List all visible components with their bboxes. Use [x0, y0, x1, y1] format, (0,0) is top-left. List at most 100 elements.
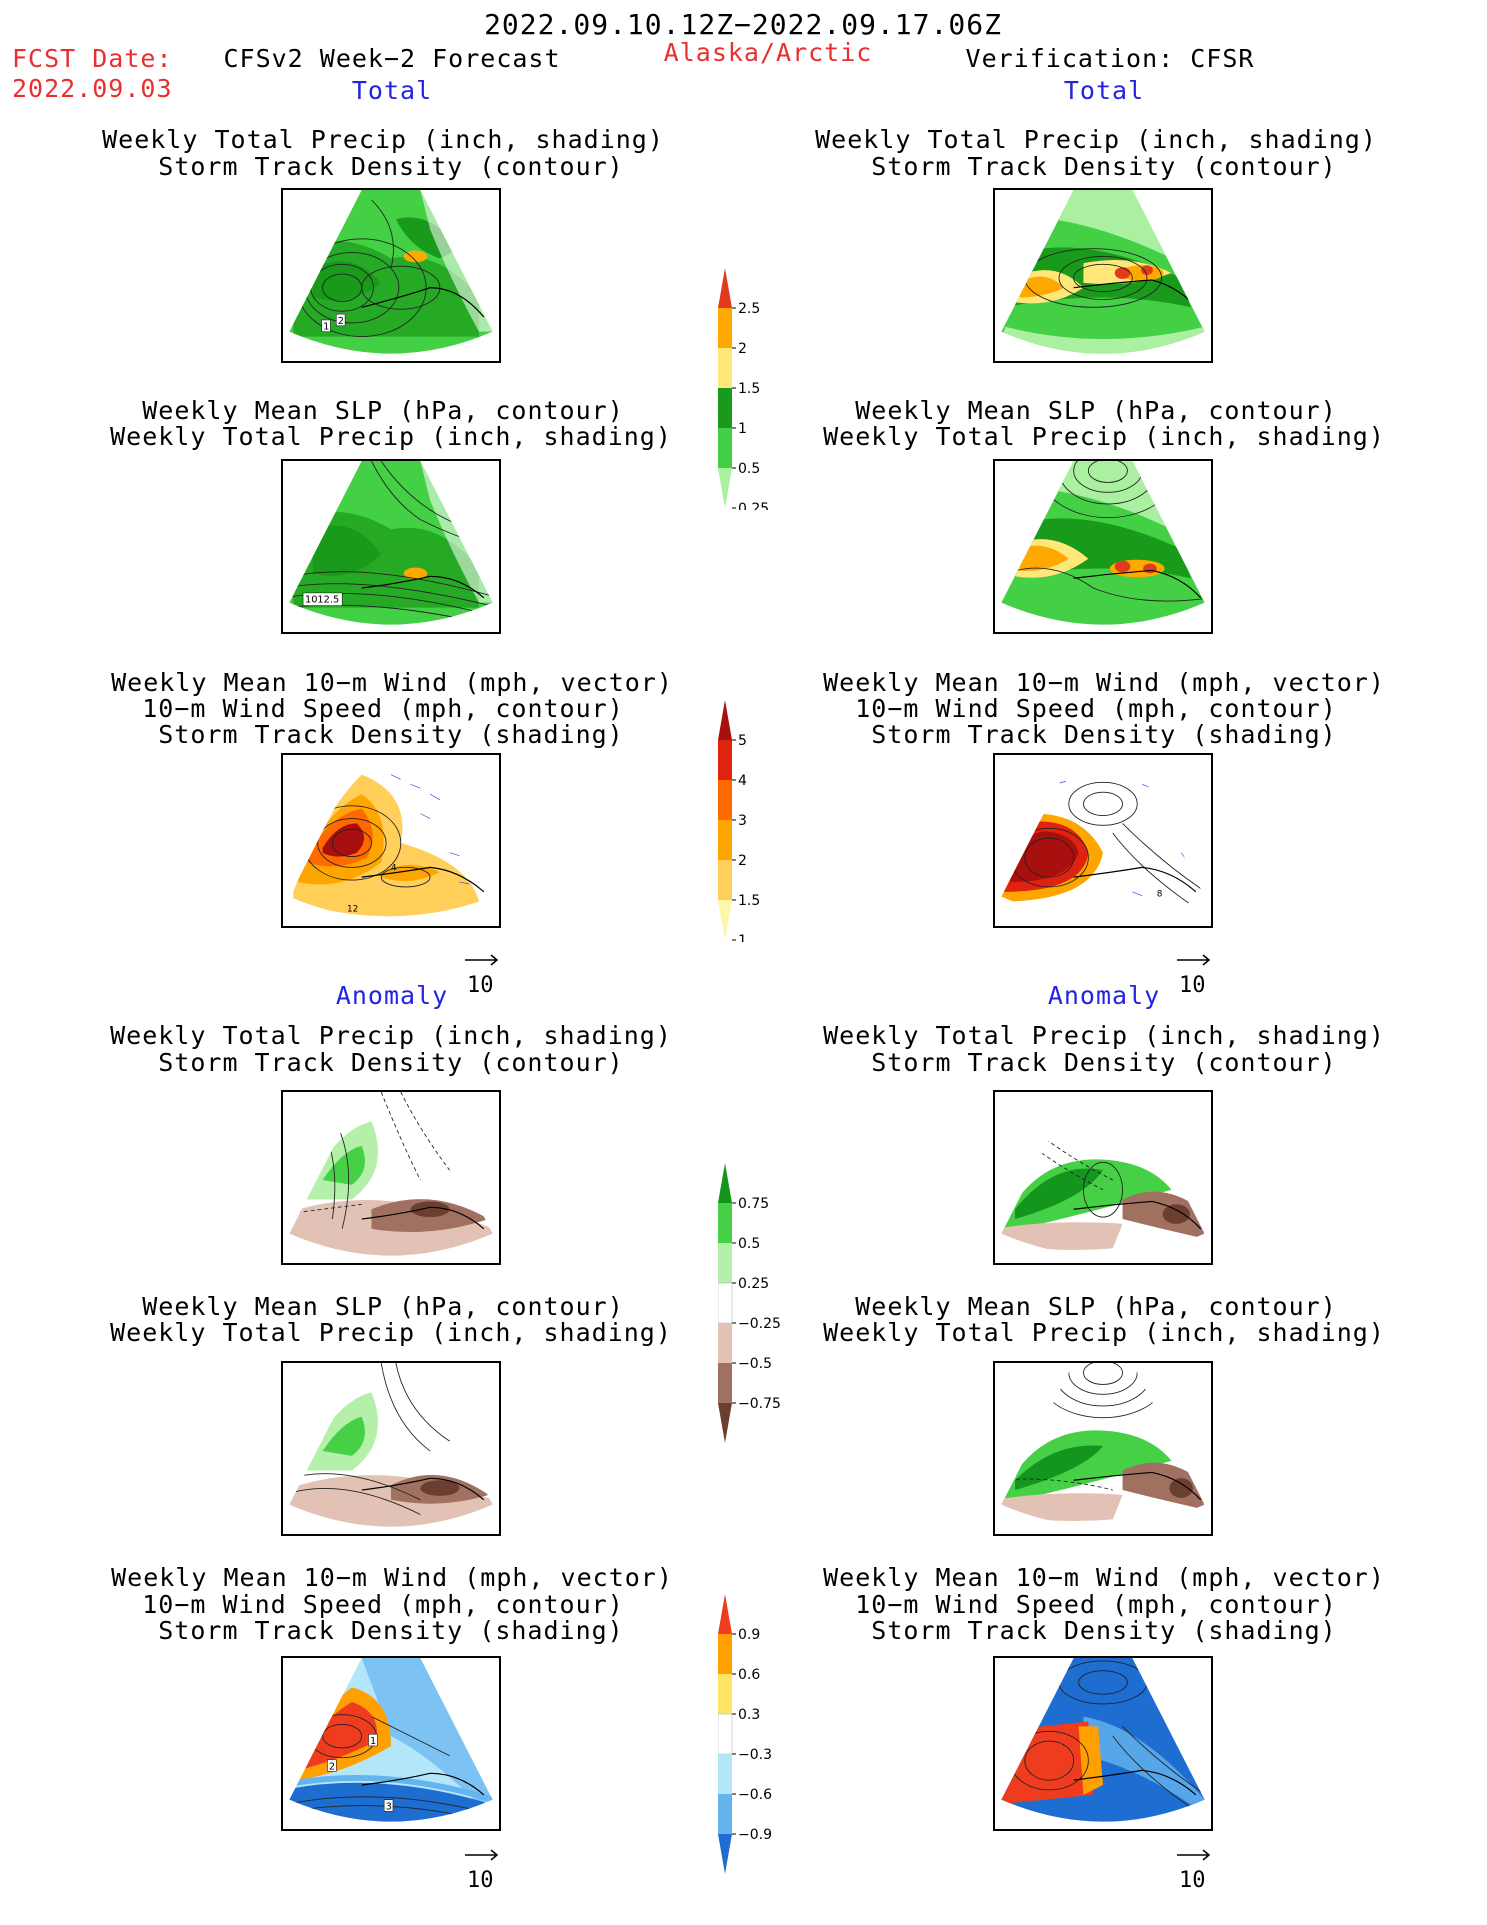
fcst-date-value: 2022.09.03	[12, 74, 173, 103]
panel-title-line: Weekly Mean SLP (hPa, contour)	[855, 1292, 1337, 1321]
panel-title-line: Storm Track Density (shading)	[158, 1616, 624, 1645]
vector-reference-label: 10	[467, 973, 494, 998]
map-fcst-total-slp: 1012.5	[281, 459, 501, 634]
colorbar-segment	[718, 1794, 732, 1834]
panel-title-line: Weekly Total Precip (inch, shading)	[110, 422, 672, 451]
map-cfsr-total-slp	[993, 459, 1213, 634]
map-plot	[1001, 1363, 1205, 1527]
colorbar-label: 4	[738, 773, 747, 789]
panel-title-line: Storm Track Density (contour)	[871, 152, 1337, 181]
panel-title-line: Weekly Total Precip (inch, shading)	[823, 422, 1385, 451]
contour-label: 12	[347, 904, 358, 914]
colorbar-segment	[718, 1713, 733, 1755]
colorbar-label: −0.25	[738, 1316, 781, 1332]
map-fcst-anom-slp	[281, 1361, 501, 1536]
colorbar-label: −0.3	[738, 1747, 772, 1763]
map-plot	[289, 1363, 493, 1527]
section-anomaly-right: Anomaly	[1047, 981, 1161, 1010]
colorbar-segment	[718, 780, 732, 820]
panel-title-line: 10−m Wind Speed (mph, contour)	[855, 694, 1337, 723]
panel-title-line: 10−m Wind Speed (mph, contour)	[142, 694, 624, 723]
panel-title-line: Weekly Mean 10−m Wind (mph, vector)	[111, 1563, 673, 1592]
colorbar-graphic: 0.75 0.5 0.25 −0.25 −0.5 −0.75	[718, 1163, 781, 1443]
vector-reference-label: 10	[1179, 973, 1206, 998]
period-title: 2022.09.10.12Z−2022.09.17.06Z	[484, 8, 1002, 41]
map-plot	[1001, 190, 1205, 354]
colorbar-label: 1	[738, 421, 747, 437]
colorbar-segment	[718, 1754, 732, 1794]
map-cfsr-total-precip	[993, 188, 1213, 363]
colorbar-label: 0.5	[738, 461, 760, 477]
panel-title-line: 10−m Wind Speed (mph, contour)	[142, 1590, 624, 1619]
section-total-right: Total	[1063, 76, 1145, 105]
colorbar-label: −0.6	[738, 1787, 772, 1803]
colorbar-segment	[718, 1203, 732, 1243]
map-plot	[1001, 1092, 1205, 1256]
panel-title-line: Storm Track Density (shading)	[871, 720, 1337, 749]
section-total-left: Total	[351, 76, 433, 105]
vector-reference: 10	[1175, 1843, 1215, 1893]
colorbar-graphic: 2.5 2 1.5 1 0.5 0.25	[718, 268, 769, 510]
panel-title-line: 10−m Wind Speed (mph, contour)	[855, 1590, 1337, 1619]
colorbar-segment	[718, 1834, 732, 1874]
colorbar-graphic: 5 4 3 2 1.5 1	[718, 700, 760, 942]
map-cfsr-anom-precip	[993, 1090, 1213, 1265]
map-cfsr-anom-wind	[993, 1656, 1213, 1831]
map-plot	[289, 1092, 493, 1256]
colorbar-label: 0.6	[738, 1667, 760, 1683]
vector-reference-label: 10	[467, 1868, 494, 1893]
colorbar-segment	[718, 1634, 732, 1674]
region-title: Alaska/Arctic	[663, 38, 873, 67]
panel-title-line: Weekly Mean SLP (hPa, contour)	[142, 396, 624, 425]
panel-title-line: Weekly Mean 10−m Wind (mph, vector)	[823, 1563, 1385, 1592]
contour-label: 3	[386, 1801, 392, 1812]
verification-title: Verification: CFSR	[965, 44, 1255, 73]
colorbar-segment	[718, 468, 732, 508]
colorbar-segment	[718, 700, 732, 740]
map-fcst-anom-precip	[281, 1090, 501, 1265]
colorbar-segment	[718, 1163, 732, 1203]
panel-title-line: Storm Track Density (contour)	[871, 1048, 1337, 1077]
panel-title-line: Storm Track Density (shading)	[871, 1616, 1337, 1645]
panel-title-line: Weekly Total Precip (inch, shading)	[823, 1021, 1385, 1050]
panel-title-line: Weekly Mean SLP (hPa, contour)	[142, 1292, 624, 1321]
colorbar-label: 0.75	[738, 1196, 769, 1212]
colorbar-segment	[718, 1323, 732, 1363]
vector-reference: 10	[1175, 948, 1215, 998]
panel-title-line: Storm Track Density (shading)	[158, 720, 624, 749]
colorbar-segment	[718, 820, 732, 860]
panel-title-line: Storm Track Density (contour)	[158, 152, 624, 181]
vector-reference: 10	[463, 1843, 503, 1893]
map-fcst-anom-wind: 1 2 3	[281, 1656, 501, 1831]
colorbar-label: 3	[738, 813, 747, 829]
colorbar-segment	[718, 860, 732, 900]
colorbar-segment	[718, 1594, 732, 1634]
colorbar-label: 2	[738, 853, 747, 869]
map-plot: 8	[1001, 755, 1205, 919]
colorbar-segment	[718, 1363, 732, 1403]
vector-reference: 10	[463, 948, 503, 998]
arrow-right-icon	[465, 954, 499, 966]
map-plot: 12 4	[289, 755, 493, 919]
colorbar-label: 1	[738, 933, 747, 942]
colorbar-segment	[718, 900, 732, 940]
colorbar-segment	[718, 1674, 732, 1714]
map-plot: 1 2	[289, 190, 493, 354]
contour-label: 2	[329, 1761, 335, 1772]
colorbar-segment	[718, 388, 732, 428]
map-plot	[1001, 1658, 1205, 1822]
map-fcst-total-wind: 12 4	[281, 753, 501, 928]
colorbar-label: −0.9	[738, 1827, 772, 1843]
map-cfsr-anom-slp	[993, 1361, 1213, 1536]
colorbar-label: 0.25	[738, 1276, 769, 1292]
map-fcst-total-precip: 1 2	[281, 188, 501, 363]
colorbar-label: 0.9	[738, 1627, 760, 1643]
colorbar-segment	[718, 1243, 732, 1283]
colorbar-label: 1.5	[738, 893, 760, 909]
colorbar-label: 0.3	[738, 1707, 760, 1723]
colorbar-precip-total: 2.5 2 1.5 1 0.5 0.25	[718, 268, 808, 510]
contour-label: 2	[338, 316, 344, 327]
map-plot	[1001, 461, 1205, 625]
panel-title-line: Storm Track Density (contour)	[158, 1048, 624, 1077]
contour-label: 1	[370, 1736, 376, 1747]
